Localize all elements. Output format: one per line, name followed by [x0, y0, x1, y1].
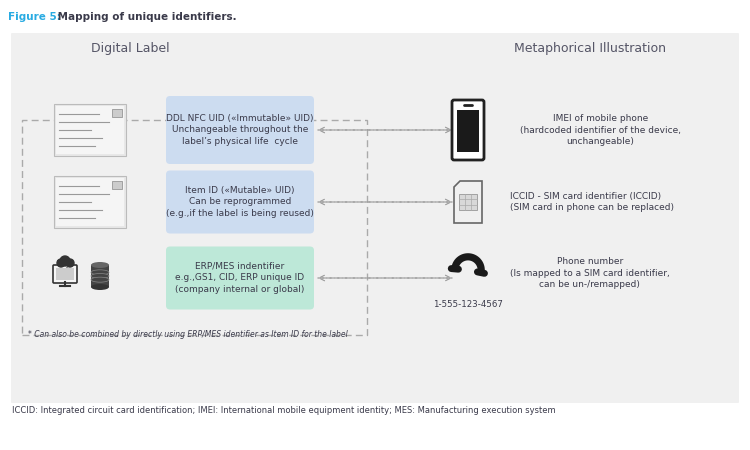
- Ellipse shape: [91, 284, 109, 290]
- Ellipse shape: [91, 270, 109, 275]
- Text: Mapping of unique identifiers.: Mapping of unique identifiers.: [54, 12, 237, 22]
- Text: Metaphorical Illustration: Metaphorical Illustration: [514, 42, 666, 55]
- FancyBboxPatch shape: [112, 181, 122, 189]
- FancyBboxPatch shape: [112, 109, 122, 117]
- FancyBboxPatch shape: [452, 100, 484, 160]
- Circle shape: [57, 259, 65, 267]
- Text: IMEI of mobile phone
(hardcoded identifier of the device,
unchangeable): IMEI of mobile phone (hardcoded identifi…: [520, 114, 681, 146]
- FancyBboxPatch shape: [457, 110, 479, 152]
- FancyBboxPatch shape: [11, 33, 739, 403]
- FancyBboxPatch shape: [57, 260, 73, 266]
- FancyBboxPatch shape: [166, 96, 314, 164]
- Text: DDL NFC UID («Immutable» UID)
Unchangeable throughout the
label’s physical life : DDL NFC UID («Immutable» UID) Unchangeab…: [166, 114, 314, 146]
- FancyBboxPatch shape: [166, 247, 314, 310]
- FancyBboxPatch shape: [54, 176, 126, 228]
- FancyBboxPatch shape: [56, 268, 74, 280]
- FancyBboxPatch shape: [56, 106, 124, 154]
- Ellipse shape: [91, 274, 109, 279]
- Text: Item ID («Mutable» UID)
Can be reprogrammed
(e.g.,if the label is being reused): Item ID («Mutable» UID) Can be reprogram…: [166, 186, 314, 218]
- FancyBboxPatch shape: [459, 194, 477, 210]
- Polygon shape: [452, 253, 484, 273]
- Text: Phone number
(Is mapped to a SIM card identifier,
can be un-/remapped): Phone number (Is mapped to a SIM card id…: [510, 256, 670, 289]
- Circle shape: [66, 259, 74, 267]
- Text: ICCID: Integrated circuit card identification; IMEI: International mobile equipm: ICCID: Integrated circuit card identific…: [12, 406, 556, 415]
- Polygon shape: [454, 181, 482, 223]
- FancyBboxPatch shape: [54, 104, 126, 156]
- Text: Figure 5:: Figure 5:: [8, 12, 61, 22]
- FancyBboxPatch shape: [56, 178, 124, 226]
- Ellipse shape: [91, 277, 109, 282]
- Text: 1-555-123-4567: 1-555-123-4567: [433, 300, 503, 309]
- Text: * Can also be combined by directly using ERP/MES identifier as Item ID for the l: * Can also be combined by directly using…: [28, 330, 348, 339]
- FancyBboxPatch shape: [53, 265, 77, 283]
- Ellipse shape: [91, 262, 109, 268]
- FancyBboxPatch shape: [91, 265, 109, 287]
- FancyBboxPatch shape: [166, 171, 314, 234]
- Circle shape: [60, 256, 70, 266]
- Text: ICCID - SIM card identifier (ICCID)
(SIM card in phone can be replaced): ICCID - SIM card identifier (ICCID) (SIM…: [510, 192, 674, 212]
- Text: Digital Label: Digital Label: [91, 42, 170, 55]
- Text: ERP/MES indentifier
e.g.,GS1, CID, ERP unique ID
(company internal or global): ERP/MES indentifier e.g.,GS1, CID, ERP u…: [176, 262, 304, 294]
